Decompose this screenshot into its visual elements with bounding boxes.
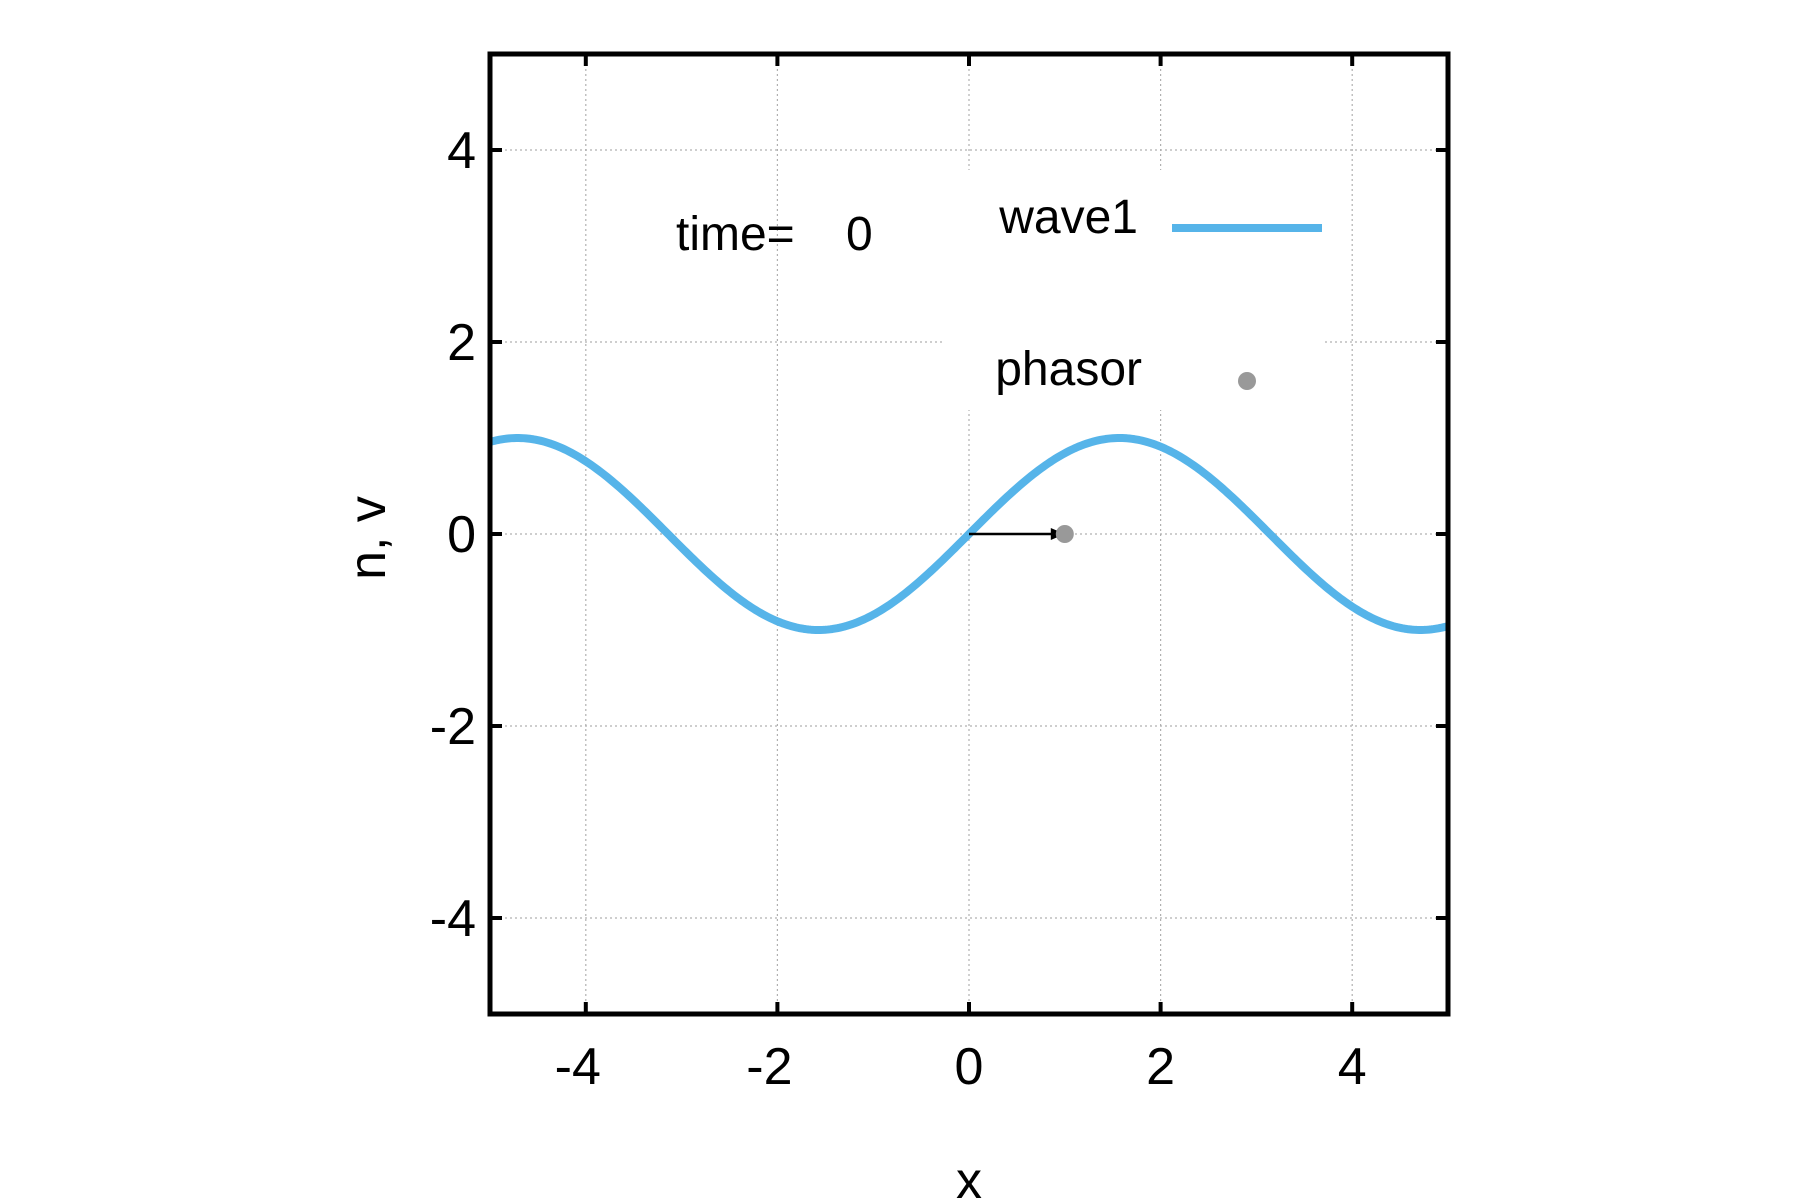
x-tick-label: -4 xyxy=(555,1038,601,1096)
x-tick-label: 0 xyxy=(955,1038,984,1096)
time-annotation: time= 0 xyxy=(676,208,873,261)
y-tick-label: 2 xyxy=(447,314,476,372)
y-tick-label: -2 xyxy=(430,698,476,756)
x-tick-label: 4 xyxy=(1338,1038,1367,1096)
y-tick-label: 0 xyxy=(447,506,476,564)
time-label: time= xyxy=(676,208,795,261)
plot-content xyxy=(488,434,1450,634)
phasor-point xyxy=(1055,525,1074,543)
tick-labels: -4 -2 0 2 4 -4 -2 0 2 4 xyxy=(430,122,1367,1096)
legend-phasor-label: phasor xyxy=(995,343,1142,396)
legend-background xyxy=(945,170,1325,410)
y-tick-label: -4 xyxy=(430,890,476,948)
legend: wave1 phasor xyxy=(945,170,1325,410)
legend-wave1-label: wave1 xyxy=(998,191,1138,244)
legend-phasor-marker xyxy=(1238,372,1256,390)
ticks xyxy=(490,54,1448,1014)
y-axis-label: n, v xyxy=(339,496,397,580)
x-axis-label: x xyxy=(956,1152,982,1200)
x-tick-label: -2 xyxy=(746,1038,792,1096)
x-tick-label: 2 xyxy=(1146,1038,1175,1096)
time-value: 0 xyxy=(846,208,873,261)
y-tick-label: 4 xyxy=(447,122,476,180)
